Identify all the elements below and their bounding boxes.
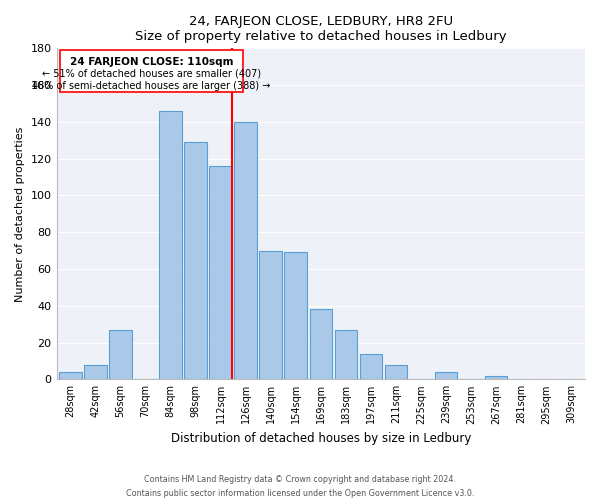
Bar [435, 372, 457, 380]
FancyBboxPatch shape [60, 50, 243, 92]
Bar [335, 330, 357, 380]
Bar [284, 252, 307, 380]
Bar [485, 376, 508, 380]
Bar [109, 330, 131, 380]
Text: 48% of semi-detached houses are larger (388) →: 48% of semi-detached houses are larger (… [32, 82, 271, 92]
Text: 24 FARJEON CLOSE: 110sqm: 24 FARJEON CLOSE: 110sqm [70, 56, 233, 66]
Bar [159, 111, 182, 380]
Bar [59, 372, 82, 380]
Bar [259, 250, 282, 380]
Bar [209, 166, 232, 380]
Bar [385, 364, 407, 380]
X-axis label: Distribution of detached houses by size in Ledbury: Distribution of detached houses by size … [170, 432, 471, 445]
Title: 24, FARJEON CLOSE, LEDBURY, HR8 2FU
Size of property relative to detached houses: 24, FARJEON CLOSE, LEDBURY, HR8 2FU Size… [135, 15, 506, 43]
Text: Contains HM Land Registry data © Crown copyright and database right 2024.
Contai: Contains HM Land Registry data © Crown c… [126, 476, 474, 498]
Bar [184, 142, 207, 380]
Text: ← 51% of detached houses are smaller (407): ← 51% of detached houses are smaller (40… [42, 68, 261, 78]
Bar [359, 354, 382, 380]
Bar [235, 122, 257, 380]
Y-axis label: Number of detached properties: Number of detached properties [15, 126, 25, 302]
Bar [84, 364, 107, 380]
Bar [310, 310, 332, 380]
